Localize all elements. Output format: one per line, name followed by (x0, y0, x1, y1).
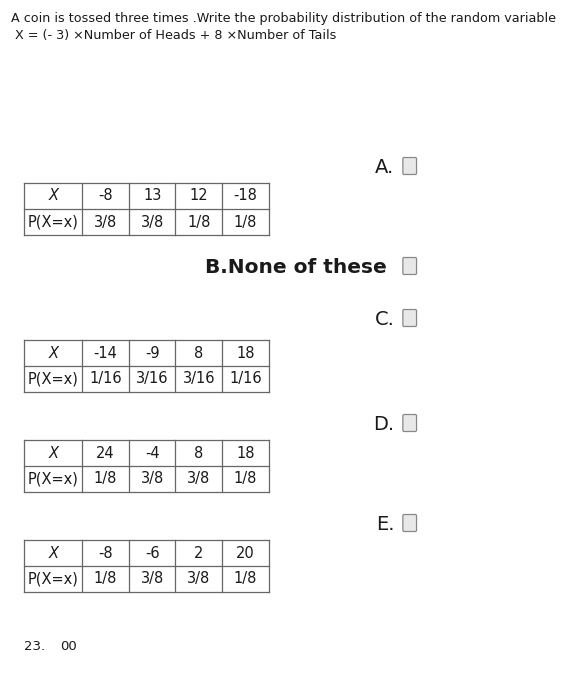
Text: 12: 12 (190, 188, 208, 204)
Text: 3/8: 3/8 (140, 472, 164, 486)
FancyBboxPatch shape (403, 158, 417, 174)
Text: 18: 18 (236, 445, 255, 461)
Text: -8: -8 (98, 188, 113, 204)
Text: A coin is tossed three times .Write the probability distribution of the random v: A coin is tossed three times .Write the … (11, 12, 556, 25)
Text: 1/8: 1/8 (94, 472, 117, 486)
Text: P(X=x): P(X=x) (28, 571, 79, 587)
Text: 00: 00 (60, 640, 77, 653)
FancyBboxPatch shape (403, 414, 417, 431)
Text: 8: 8 (194, 346, 203, 360)
Text: 1/8: 1/8 (234, 214, 257, 230)
Text: -9: -9 (145, 346, 159, 360)
Text: -8: -8 (98, 545, 113, 561)
Text: 1/8: 1/8 (234, 472, 257, 486)
Text: 1/16: 1/16 (89, 372, 121, 386)
Text: X: X (48, 545, 58, 561)
Text: -6: -6 (145, 545, 159, 561)
Text: 3/8: 3/8 (94, 214, 117, 230)
Text: X = (- 3) ×Number of Heads + 8 ×Number of Tails: X = (- 3) ×Number of Heads + 8 ×Number o… (11, 29, 337, 42)
Bar (24, 540, 269, 592)
Text: 1/8: 1/8 (234, 571, 257, 587)
FancyBboxPatch shape (403, 258, 417, 274)
Text: 18: 18 (236, 346, 255, 360)
Bar (24, 440, 269, 492)
Text: 3/8: 3/8 (140, 214, 164, 230)
Text: 1/16: 1/16 (229, 372, 262, 386)
Text: X: X (48, 188, 58, 204)
Text: 3/8: 3/8 (140, 571, 164, 587)
FancyBboxPatch shape (403, 309, 417, 326)
Text: 1/8: 1/8 (187, 214, 210, 230)
Text: 13: 13 (143, 188, 162, 204)
Text: 24: 24 (96, 445, 115, 461)
Text: -14: -14 (93, 346, 117, 360)
Text: X: X (48, 346, 58, 360)
Text: B.None of these: B.None of these (205, 258, 386, 277)
Text: E.: E. (376, 515, 394, 534)
Text: P(X=x): P(X=x) (28, 372, 79, 386)
Text: 3/16: 3/16 (136, 372, 168, 386)
Text: A.: A. (375, 158, 394, 177)
Text: 2: 2 (194, 545, 203, 561)
Text: 3/16: 3/16 (183, 372, 215, 386)
Text: 3/8: 3/8 (187, 472, 210, 486)
Text: 1/8: 1/8 (94, 571, 117, 587)
Text: -18: -18 (234, 188, 257, 204)
Text: 8: 8 (194, 445, 203, 461)
Text: C.: C. (375, 310, 394, 329)
FancyBboxPatch shape (403, 514, 417, 531)
Text: 20: 20 (236, 545, 255, 561)
Text: 23.: 23. (24, 640, 45, 653)
Bar (24, 340, 269, 392)
Text: P(X=x): P(X=x) (28, 472, 79, 486)
Text: -4: -4 (145, 445, 159, 461)
Text: 3/8: 3/8 (187, 571, 210, 587)
Bar (24, 183, 269, 235)
Text: X: X (48, 445, 58, 461)
Text: D.: D. (373, 415, 394, 434)
Text: P(X=x): P(X=x) (28, 214, 79, 230)
